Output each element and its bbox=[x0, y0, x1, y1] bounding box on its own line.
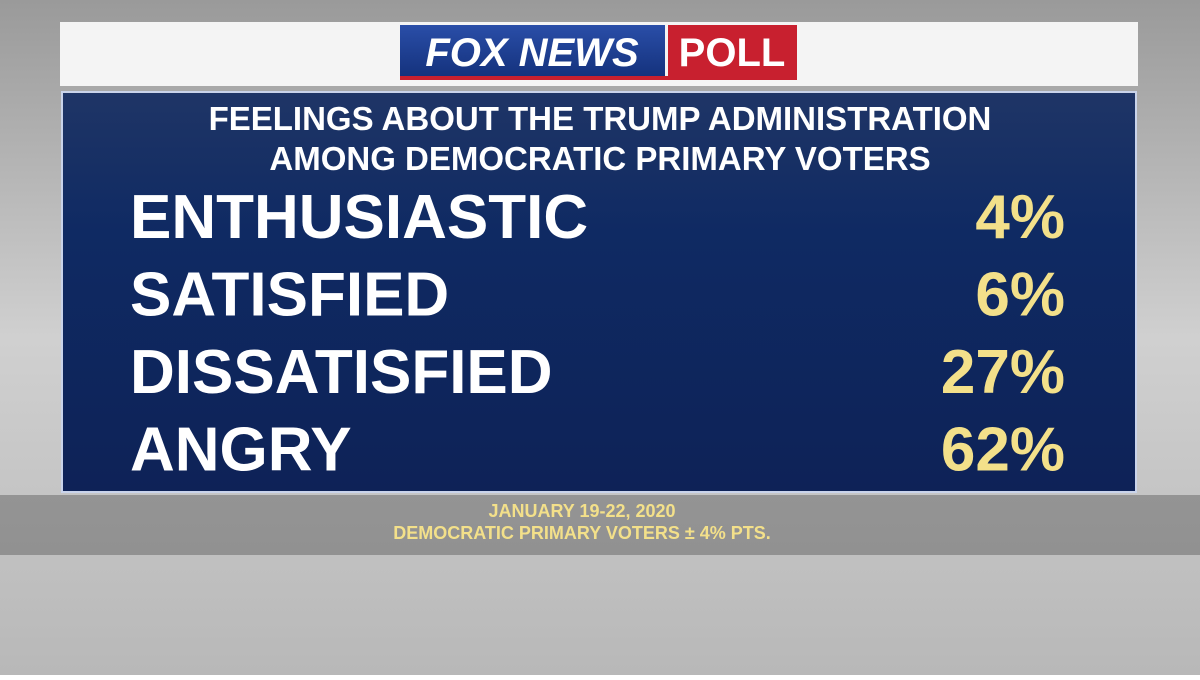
brand-box bbox=[400, 25, 665, 80]
row-value: 6% bbox=[975, 261, 1065, 330]
row-value: 27% bbox=[941, 338, 1065, 407]
row-value: 4% bbox=[975, 183, 1065, 252]
brand: FOX NEWS bbox=[425, 31, 639, 75]
content: FEELINGS ABOUT THE TRUMP ADMINISTRATIONA… bbox=[130, 100, 1065, 543]
tag-box bbox=[668, 25, 797, 80]
title-line: FEELINGS ABOUT THE TRUMP ADMINISTRATION bbox=[209, 100, 992, 137]
title-line: AMONG DEMOCRATIC PRIMARY VOTERS bbox=[269, 140, 930, 177]
row-label: SATISFIED bbox=[130, 261, 449, 330]
row-value: 62% bbox=[941, 416, 1065, 485]
row-label: ANGRY bbox=[130, 416, 352, 485]
footer-line: DEMOCRATIC PRIMARY VOTERS ± 4% PTS. bbox=[393, 523, 771, 543]
panel bbox=[61, 91, 1137, 493]
brand-underline bbox=[400, 76, 797, 80]
footer-shade bbox=[0, 495, 1200, 555]
row-label: ENTHUSIASTIC bbox=[130, 183, 588, 252]
brand-tag: POLL bbox=[679, 31, 786, 75]
row-label: DISSATISFIED bbox=[130, 338, 553, 407]
footer-line: JANUARY 19-22, 2020 bbox=[488, 501, 675, 521]
